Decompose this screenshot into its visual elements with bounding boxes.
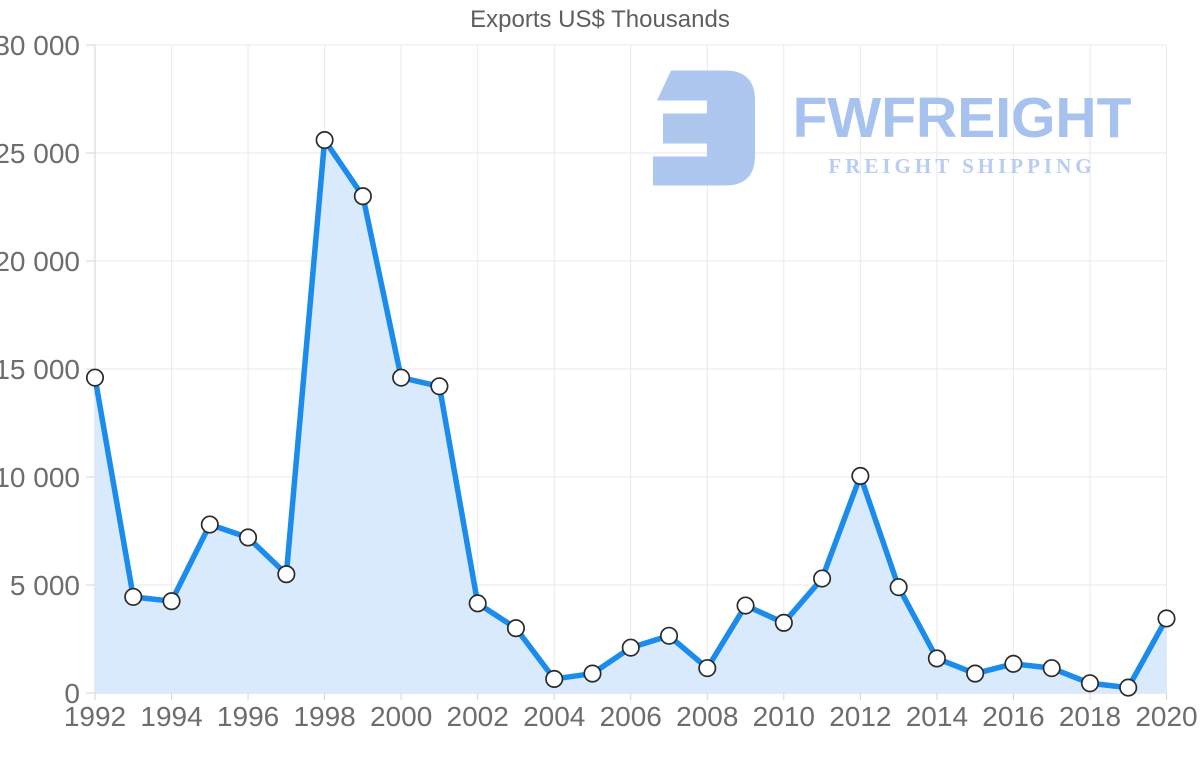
y-axis-label: 30 000 — [0, 30, 80, 61]
data-point-marker-2012 — [851, 466, 870, 485]
data-point-marker-1994 — [162, 592, 181, 611]
x-axis-label: 2018 — [1059, 701, 1121, 732]
y-axis-label: 20 000 — [0, 246, 80, 277]
data-point-marker-2004 — [545, 669, 564, 689]
watermark-brand-text: FWFREIGHT — [792, 86, 1132, 150]
data-point-marker-2003 — [506, 619, 525, 638]
x-axis-label: 2012 — [829, 701, 891, 732]
data-point-marker-2018 — [1080, 674, 1100, 693]
y-axis-label: 15 000 — [0, 354, 80, 385]
x-axis-label: 2016 — [982, 701, 1044, 732]
data-point-marker-2001 — [430, 377, 449, 396]
data-point-marker-1993 — [124, 587, 143, 606]
data-point-marker-2005 — [583, 664, 602, 683]
x-axis-label: 1992 — [64, 701, 126, 732]
fwfreight-logo-icon — [653, 70, 755, 186]
watermark-text-block: FWFREIGHT FREIGHT SHIPPING — [773, 90, 1151, 179]
x-axis-label: 1998 — [293, 701, 355, 732]
x-axis-label: 2004 — [523, 701, 585, 732]
watermark-tagline-text: FREIGHT SHIPPING — [828, 154, 1096, 178]
chart-title: Exports US$ Thousands — [470, 6, 730, 33]
x-axis-label: 2000 — [370, 701, 432, 732]
data-point-marker-2000 — [392, 368, 411, 387]
data-point-marker-1999 — [353, 187, 372, 206]
data-point-marker-2015 — [966, 664, 985, 683]
data-point-marker-2016 — [1004, 654, 1023, 673]
data-point-marker-2010 — [774, 613, 793, 632]
y-axis-label: 0 — [64, 678, 80, 709]
data-point-marker-2006 — [621, 638, 640, 657]
data-point-marker-2020 — [1157, 609, 1176, 628]
x-axis-label: 1996 — [217, 701, 279, 732]
data-point-marker-2009 — [736, 596, 755, 615]
data-point-marker-1992 — [85, 368, 105, 387]
data-point-marker-2014 — [927, 649, 946, 668]
x-axis-label: 2002 — [447, 701, 509, 732]
y-axis-label: 5 000 — [10, 570, 80, 601]
data-point-marker-1996 — [239, 528, 258, 547]
x-axis-label: 2010 — [753, 701, 815, 732]
x-axis-label: 2006 — [600, 701, 662, 732]
data-point-marker-2011 — [813, 569, 832, 588]
data-point-marker-2017 — [1042, 659, 1061, 678]
data-point-marker-1995 — [200, 515, 219, 534]
fwfreight-watermark: FWFREIGHT FREIGHT SHIPPING — [645, 68, 1155, 193]
y-axis-label: 10 000 — [0, 462, 80, 493]
y-axis-label: 25 000 — [0, 138, 80, 169]
series-area-fill — [95, 140, 1167, 694]
x-axis-label: 1994 — [140, 701, 202, 732]
data-point-marker-2002 — [468, 594, 487, 613]
x-axis-label: 2020 — [1135, 701, 1197, 732]
x-axis-label: 2014 — [906, 701, 968, 732]
data-point-marker-1998 — [315, 130, 334, 150]
data-point-marker-2013 — [889, 578, 908, 597]
data-point-marker-2007 — [659, 626, 679, 645]
x-axis-label: 2008 — [676, 701, 738, 732]
data-point-marker-2019 — [1119, 678, 1138, 697]
data-point-marker-1997 — [277, 565, 296, 584]
data-point-marker-2008 — [698, 659, 717, 678]
